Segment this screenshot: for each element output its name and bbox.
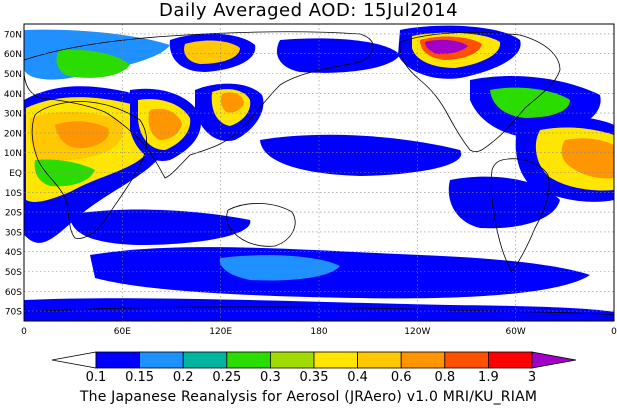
lat-label-40n: 40N xyxy=(4,90,22,100)
aod-region-atlantic-green xyxy=(490,87,570,118)
australia-outline xyxy=(226,203,296,247)
colorbar-segment-high xyxy=(531,351,577,369)
colorbar-label: 0.1 xyxy=(86,370,107,385)
lat-label-10n: 10N xyxy=(4,149,22,159)
eurasia-outline xyxy=(24,31,374,179)
colorbar: 0.1 0.15 0.2 0.25 0.3 0.35 0.4 0.6 0.8 1.9 3 xyxy=(51,351,577,385)
africa-outline xyxy=(31,101,148,239)
latitude-labels: 70N 60N 50N 40N 30N 20N 10N EQ 10S 20S 30S 40S 50S 60… xyxy=(4,30,22,317)
colorbar-label: 3 xyxy=(528,370,536,385)
lat-label-70s: 70S xyxy=(5,308,22,318)
colorbar-label: 0.4 xyxy=(347,370,368,385)
longitude-labels: 0 60E 120E 180 120W 60W 0 xyxy=(21,327,617,337)
lon-label-60e: 60E xyxy=(114,327,131,337)
aod-region-canada-purple xyxy=(425,39,468,55)
lat-label-70n: 70N xyxy=(4,30,22,40)
aod-region-antarctic-edge xyxy=(24,298,614,321)
colorbar-segment-low xyxy=(51,351,97,369)
colorbar-label: 0.25 xyxy=(212,370,241,385)
colorbar-segment xyxy=(139,351,184,369)
aod-region-sahara-hot xyxy=(55,121,109,149)
lat-label-30n: 30N xyxy=(4,110,22,120)
lon-label-60w: 60W xyxy=(505,327,525,337)
aod-region-southern-ocean-inner xyxy=(219,255,340,281)
aod-region-china-orange xyxy=(220,92,244,113)
northamerica-outline xyxy=(399,31,561,153)
colorbar-segment xyxy=(357,351,402,369)
credit-line: The Japanese Reanalysis for Aerosol (JRA… xyxy=(79,389,538,405)
colorbar-label: 1.9 xyxy=(478,370,499,385)
colorbar-segment xyxy=(487,351,533,369)
lat-label-eq: EQ xyxy=(9,169,22,179)
lat-label-50s: 50S xyxy=(5,268,22,278)
lon-label-180: 180 xyxy=(310,327,327,337)
colorbar-segment xyxy=(182,351,228,369)
colorbar-label: 0.2 xyxy=(173,370,194,385)
lat-label-30s: 30S xyxy=(5,228,22,238)
lon-label-120e: 120E xyxy=(209,327,232,337)
colorbar-segment xyxy=(313,351,358,369)
lat-label-20n: 20N xyxy=(4,129,22,139)
southamerica-outline xyxy=(490,158,550,273)
colorbar-segment xyxy=(444,351,489,369)
aod-region-centralasia-inner xyxy=(184,40,240,64)
lon-label-120w: 120W xyxy=(404,327,430,337)
colorbar-segment xyxy=(226,351,271,369)
lon-label-0: 0 xyxy=(21,327,27,337)
lat-label-20s: 20S xyxy=(5,209,22,219)
antarctica-outline xyxy=(24,306,614,316)
lat-label-10s: 10S xyxy=(5,189,22,199)
aod-region-southern-ocean xyxy=(90,247,590,299)
colorbar-label: 0.35 xyxy=(300,370,329,385)
lon-label-0: 0 xyxy=(611,327,617,337)
aod-region-pacific-tropics xyxy=(260,134,462,176)
colorbar-label: 0.15 xyxy=(125,370,154,385)
aod-region-tropicalatlantic-orange xyxy=(561,138,614,179)
colorbar-segment xyxy=(400,351,446,369)
aod-region-europe xyxy=(56,49,130,78)
lat-label-40s: 40S xyxy=(5,248,22,258)
aod-region-pacific-north xyxy=(276,38,400,73)
aod-region-westafrica-green xyxy=(34,159,95,187)
colorbar-segment xyxy=(269,351,315,369)
aod-region-southamerica xyxy=(448,176,560,229)
lat-label-60s: 60S xyxy=(5,288,22,298)
colorbar-label: 0.8 xyxy=(434,370,455,385)
colorbar-segment xyxy=(95,351,140,369)
coastlines xyxy=(24,31,614,316)
map-title: Daily Averaged AOD: 15Jul2014 xyxy=(158,0,459,21)
colorbar-label: 0.3 xyxy=(260,370,281,385)
lat-label-60n: 60N xyxy=(4,50,22,60)
aod-region-india-orange xyxy=(148,108,182,140)
colorbar-label: 0.6 xyxy=(391,370,412,385)
lat-label-50n: 50N xyxy=(4,70,22,80)
aod-region-indian-ocean xyxy=(70,209,251,245)
map-frame xyxy=(23,23,615,322)
